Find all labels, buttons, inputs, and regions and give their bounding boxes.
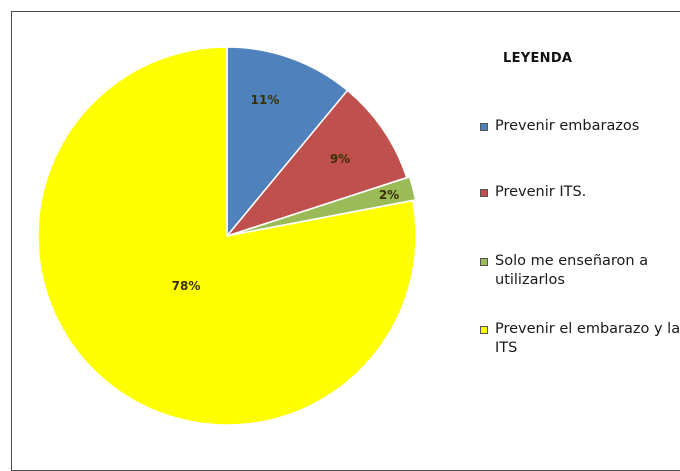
pie-slice-3 xyxy=(229,175,417,236)
legend-swatch xyxy=(480,326,488,334)
legend-label: Solo me enseñaron a utilizarlos xyxy=(495,253,649,288)
pie-slice-4 xyxy=(37,46,417,426)
legend-swatch xyxy=(480,123,488,131)
legend-swatch xyxy=(480,258,488,266)
legend-item-prevenir-embarazos: Prevenir embarazos xyxy=(480,117,680,136)
pie-slice-2 xyxy=(224,89,408,238)
legend-label: Prevenir embarazos xyxy=(495,118,640,134)
legend-label: Prevenir el embarazo y las ITS xyxy=(495,321,680,356)
pie-slice-1 xyxy=(226,46,349,239)
legend-item-prevenir-embarazo-y-its: Prevenir el embarazo y las ITS xyxy=(480,320,680,358)
slice-value-label: 11% xyxy=(251,93,280,107)
slice-value-label: 9% xyxy=(330,152,350,166)
slice-value-label: 2% xyxy=(379,188,399,202)
legend-swatch xyxy=(480,189,488,197)
legend-item-solo-me-ensenaron: Solo me enseñaron a utilizarlos xyxy=(480,252,680,290)
legend-item-prevenir-its: Prevenir ITS. xyxy=(480,183,680,202)
legend-title: LEYENDA xyxy=(503,51,573,66)
slice-value-label: 78% xyxy=(172,279,201,293)
legend-label: Prevenir ITS. xyxy=(495,184,587,200)
pie-chart: 11% 9% 2% 78% xyxy=(37,46,417,426)
